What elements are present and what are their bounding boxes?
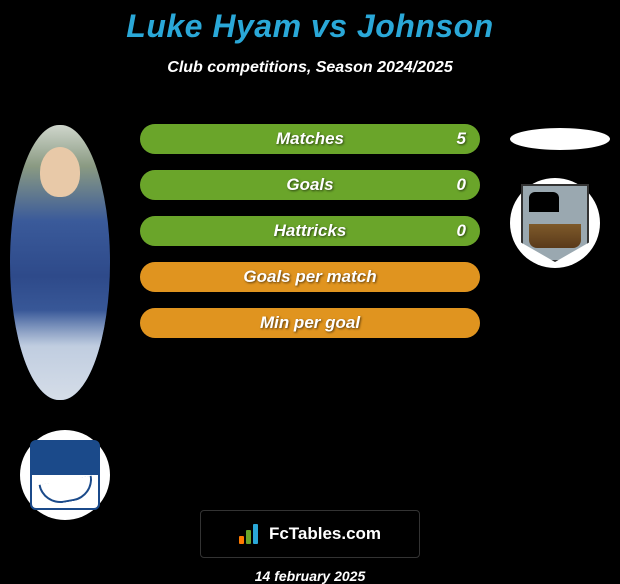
stat-bar-label: Hattricks [140, 216, 480, 246]
stat-bar: Matches5 [140, 124, 480, 154]
club-badge-right [510, 178, 600, 268]
stat-bar-label: Min per goal [140, 308, 480, 338]
brand-logo-icon [239, 524, 263, 544]
stat-bar-value: 5 [457, 124, 466, 154]
brand-footer: FcTables.com [200, 510, 420, 558]
stat-bar-value: 0 [457, 170, 466, 200]
stat-bar: Min per goal [140, 308, 480, 338]
page-subtitle: Club competitions, Season 2024/2025 [0, 59, 620, 77]
page-title: Luke Hyam vs Johnson [0, 0, 620, 45]
stat-bar-label: Goals [140, 170, 480, 200]
stat-bar-value: 0 [457, 216, 466, 246]
brand-name: FcTables.com [269, 524, 381, 544]
stat-bar: Goals per match [140, 262, 480, 292]
club-badge-left [20, 430, 110, 520]
stat-bar: Goals0 [140, 170, 480, 200]
footer-date: 14 february 2025 [0, 568, 620, 584]
player-photo-left [10, 125, 110, 400]
stat-bar-label: Goals per match [140, 262, 480, 292]
stat-bar-label: Matches [140, 124, 480, 154]
stats-bars: Matches5Goals0Hattricks0Goals per matchM… [140, 124, 480, 354]
player-photo-right-placeholder [510, 128, 610, 150]
stat-bar: Hattricks0 [140, 216, 480, 246]
